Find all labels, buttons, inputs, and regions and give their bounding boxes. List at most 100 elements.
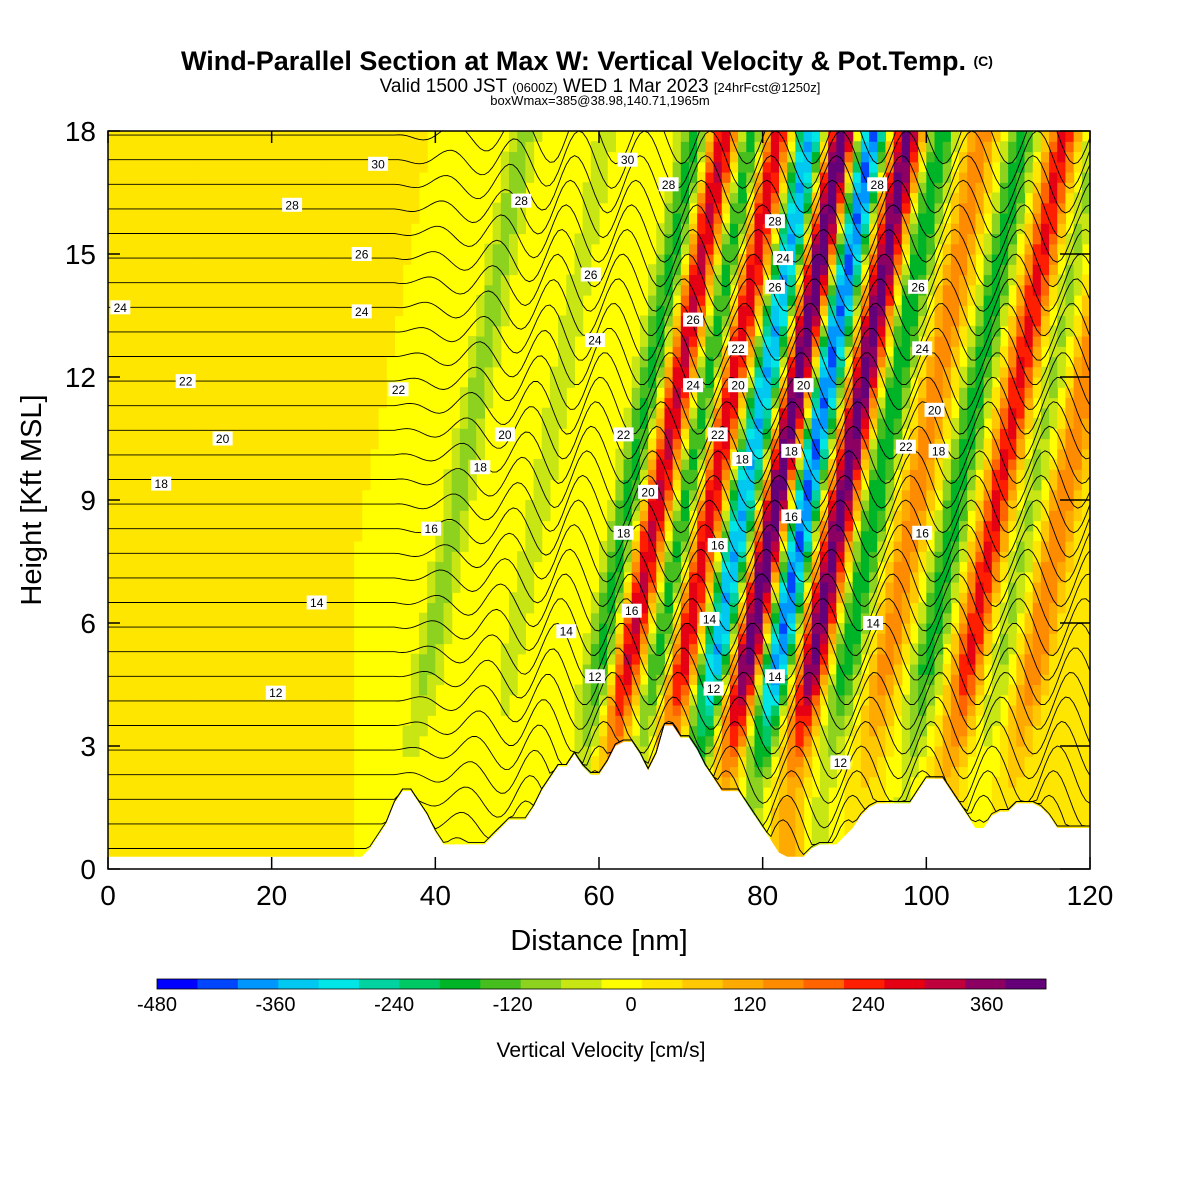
contour-label: 26 [908, 279, 929, 294]
y-tick-label: 12 [65, 362, 96, 393]
colorbar-label: Vertical Velocity [cm/s] [497, 1039, 706, 1062]
colorbar-swatch [601, 979, 643, 989]
x-axis-label: Distance [nm] [510, 925, 687, 957]
colorbar-swatch [1005, 979, 1047, 989]
plot-area [108, 131, 1090, 869]
colorbar-swatch [884, 979, 926, 989]
y-tick-label: 0 [80, 854, 96, 885]
y-axis-label: Height [Kft MSL] [16, 394, 48, 605]
colorbar-swatch [965, 979, 1007, 989]
contour-label: 24 [351, 304, 372, 319]
contour-label: 14 [306, 595, 327, 610]
contour-label: 24 [584, 333, 605, 348]
contour-label: 16 [912, 525, 933, 540]
colorbar-tick-label: 240 [852, 994, 885, 1016]
colorbar-tick-label: -480 [137, 994, 177, 1016]
colorbar-swatch [399, 979, 441, 989]
y-tick-label: 9 [80, 485, 96, 516]
colorbar-tick-label: 0 [626, 994, 637, 1016]
contour-label: 22 [707, 427, 728, 442]
contour-label: 16 [707, 538, 728, 553]
colorbar-swatch [722, 979, 764, 989]
axis-ticks [107, 130, 1091, 870]
contour-label: 28 [764, 214, 785, 229]
colorbar-swatch [157, 979, 198, 989]
colorbar-swatch [641, 979, 683, 989]
x-tick-label: 0 [100, 880, 116, 911]
colorbar-swatch [278, 979, 320, 989]
colorbar-swatch [520, 979, 562, 989]
chart-subtitle: Valid 1500 JST (0600Z) WED 1 Mar 2023 [2… [380, 76, 821, 97]
contour-label: 20 [494, 427, 515, 442]
x-tick-label: 120 [1067, 880, 1114, 911]
theta-contour-labels: 30 30 28 28 28 28 28 26 26 26 26 26 24 24 24 24 24 24 22 22… [110, 152, 949, 770]
colorbar-swatch [359, 979, 400, 989]
colorbar-swatch [763, 979, 805, 989]
contour-label: 14 [863, 616, 884, 631]
contour-label: 14 [764, 669, 785, 684]
x-tick-label: 60 [583, 880, 614, 911]
colorbar-tick-label: 360 [970, 994, 1003, 1016]
chart-title: Wind-Parallel Section at Max W: Vertical… [181, 46, 993, 76]
contour-label: 20 [728, 378, 749, 393]
colorbar-swatch [682, 979, 724, 989]
copyright-mark: (C) [974, 53, 993, 69]
contour-label: 16 [421, 521, 442, 536]
contour-label: 12 [703, 681, 724, 696]
contour-label: 24 [773, 251, 794, 266]
contour-label: 16 [781, 509, 802, 524]
colorbar-tick-label: -360 [255, 994, 295, 1016]
contour-label: 12 [265, 685, 286, 700]
colorbar-tick-label: 120 [733, 994, 766, 1016]
contour-label: 18 [732, 452, 753, 467]
contour-label: 22 [728, 341, 749, 356]
contour-label: 18 [613, 525, 634, 540]
colorbar-swatch [237, 979, 279, 989]
contour-label: 26 [683, 312, 704, 327]
contour-label: 24 [110, 300, 131, 315]
contour-label: 18 [151, 476, 172, 491]
colorbar-swatch [924, 979, 966, 989]
contour-label: 30 [617, 152, 638, 167]
contour-label: 24 [912, 341, 933, 356]
y-tick-label: 6 [80, 608, 96, 639]
contour-label: 22 [613, 427, 634, 442]
colorbar-swatch [480, 979, 522, 989]
y-tick-label: 3 [80, 731, 96, 762]
colorbar-swatch [803, 979, 845, 989]
contour-label: 18 [928, 443, 949, 458]
contour-label: 20 [793, 378, 814, 393]
contour-label: 20 [638, 484, 659, 499]
contour-label: 20 [924, 402, 945, 417]
x-tick-label: 20 [256, 880, 287, 911]
contour-label: 22 [895, 439, 916, 454]
contour-label: 26 [580, 267, 601, 282]
x-tick-labels: 0 20 40 60 80 100 120 [100, 880, 1113, 911]
contour-label: 28 [867, 177, 888, 192]
colorbar-swatch [843, 979, 885, 989]
colorbar-tick-label: -240 [374, 994, 414, 1016]
colorbar-swatch [318, 979, 360, 989]
colorbar-swatch [197, 979, 239, 989]
y-tick-label: 15 [65, 239, 96, 270]
colorbar-swatch [439, 979, 481, 989]
contour-label: 18 [470, 460, 491, 475]
contour-label: 18 [781, 443, 802, 458]
contour-label: 30 [368, 156, 389, 171]
contour-label: 22 [388, 382, 409, 397]
contour-label: 14 [699, 611, 720, 626]
contour-label: 24 [683, 378, 704, 393]
contour-label: 16 [621, 603, 642, 618]
colorbar-tick-labels: -480 -360 -240 -120 0 120 240 360 [137, 994, 1003, 1016]
y-tick-labels: 0 3 6 9 12 15 18 [65, 116, 96, 885]
contour-label: 22 [175, 374, 196, 389]
contour-label: 12 [584, 669, 605, 684]
x-tick-label: 40 [420, 880, 451, 911]
contour-label: 28 [511, 193, 532, 208]
y-tick-label: 18 [65, 116, 96, 147]
colorbar-swatch [561, 979, 602, 989]
x-tick-label: 100 [903, 880, 950, 911]
contour-label: 20 [212, 431, 233, 446]
terrain [108, 725, 1090, 869]
